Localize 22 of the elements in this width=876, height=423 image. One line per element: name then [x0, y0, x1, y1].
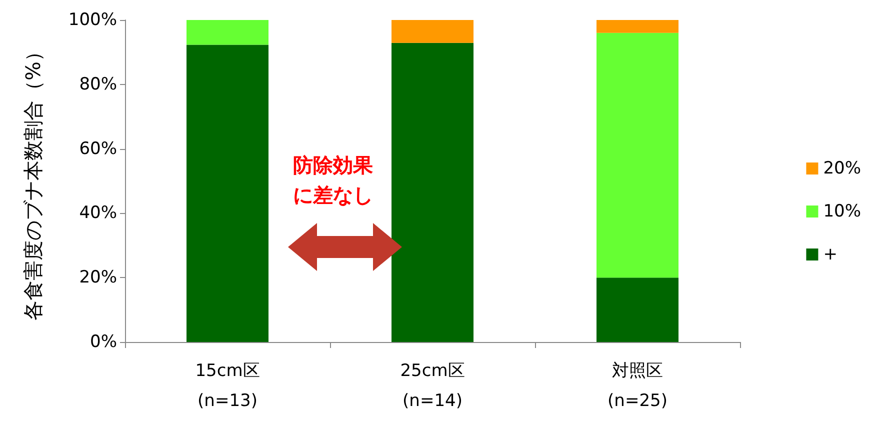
legend-label: 20%: [823, 158, 862, 178]
annotation: 防除効果: [293, 153, 374, 177]
y-tick-label: 0%: [90, 332, 117, 352]
bar: [392, 20, 474, 43]
y-axis-title: 各食害度のブナ本数割合（%）: [21, 41, 45, 321]
bar: [392, 42, 474, 342]
y-tick-label: 20%: [79, 268, 117, 288]
y-tick-label: 80%: [79, 74, 117, 94]
y-tick-label: 100%: [68, 10, 117, 30]
annotation: に差なし: [293, 183, 373, 207]
y-tick-label: 40%: [79, 203, 117, 224]
x-tick-label: 対照区 (n=25): [608, 361, 668, 411]
x-tick-label: 25cm区 (n=14): [400, 361, 465, 411]
legend-label: 10%: [823, 202, 862, 222]
bar: [596, 278, 678, 342]
bar: [596, 20, 678, 33]
bar: [186, 20, 268, 45]
legend-label: +: [823, 244, 838, 264]
y-tick-label: 60%: [79, 138, 117, 159]
x-tick-label: 15cm区 (n=13): [195, 361, 260, 411]
bar: [596, 32, 678, 278]
bar: [186, 44, 268, 342]
